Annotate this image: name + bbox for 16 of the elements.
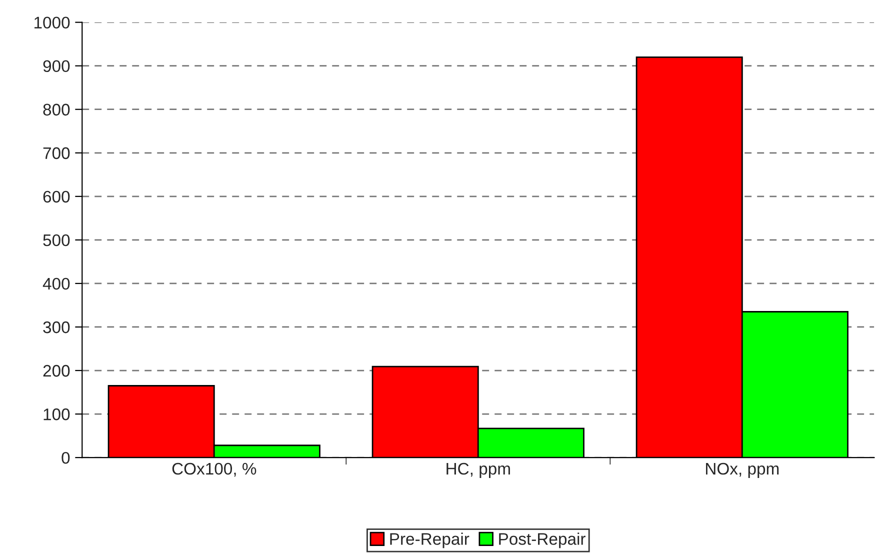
x-tick-label: HC, ppm (446, 462, 510, 478)
y-tick-label: 800 (43, 104, 70, 116)
y-tick-label: 200 (43, 364, 70, 377)
y-tick-label: 500 (43, 234, 70, 246)
x-tick-label: COx100, % (172, 462, 256, 477)
legend-label: Post-Repair (499, 532, 586, 548)
y-tick-label: 600 (43, 190, 70, 203)
y-tick-label: 900 (43, 60, 70, 72)
y-tick-label: 300 (43, 321, 70, 334)
x-tick-label: NOx, ppm (706, 462, 779, 478)
y-tick-label: 400 (42, 278, 70, 290)
y-tick-label: 0 (62, 452, 70, 464)
y-tick-label: 1000 (34, 16, 70, 29)
legend-label: Pre-Repair (390, 532, 470, 548)
y-tick-label: 100 (44, 408, 70, 420)
y-tick-label: 700 (43, 147, 70, 160)
